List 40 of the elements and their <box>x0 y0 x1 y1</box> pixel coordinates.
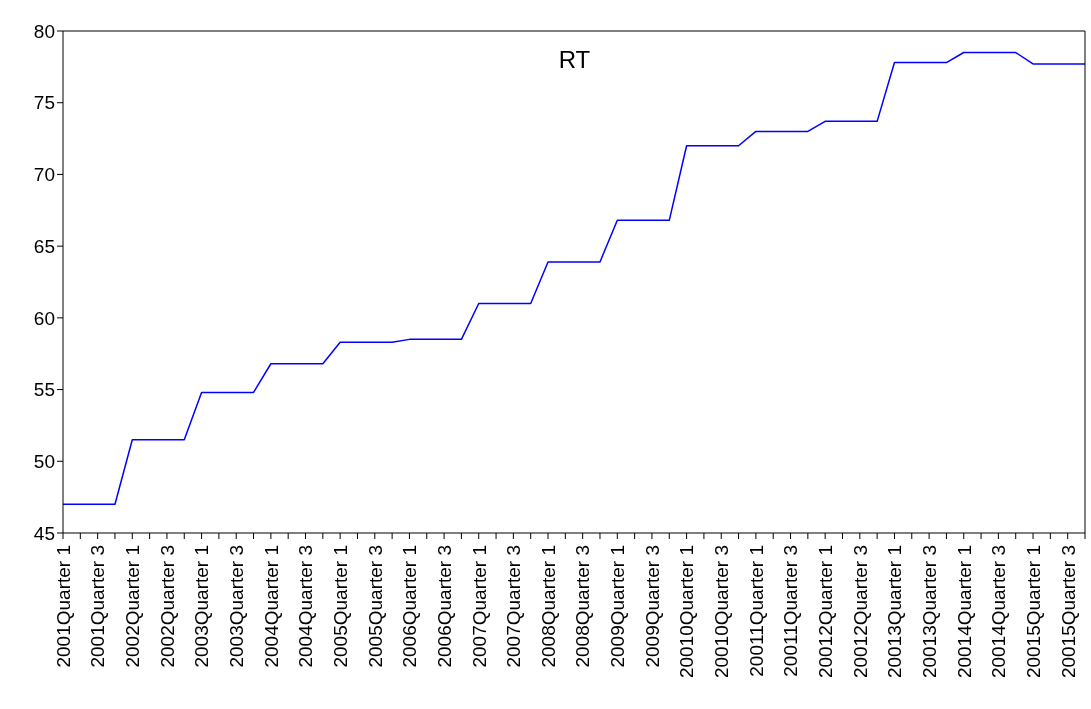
x-tick-label: 2001Quarter 1 <box>52 545 74 668</box>
x-tick-label: 2004Quarter 3 <box>295 545 317 668</box>
line-series <box>62 51 1086 506</box>
x-tick-label: 20012Quarter 3 <box>849 545 871 679</box>
x-tick-label: 2002Quarter 1 <box>122 545 144 668</box>
x-tick-label: 2006Quarter 1 <box>399 545 421 668</box>
y-tick-label: 75 <box>33 92 55 114</box>
text: RT <box>557 46 592 74</box>
x-tick-label: 20011Quarter 3 <box>780 545 802 677</box>
x-tick-label: 2002Quarter 3 <box>156 545 178 668</box>
y-tick-label: 45 <box>33 522 55 544</box>
y-tick-label: 60 <box>33 307 55 329</box>
x-tick-label: 20010Quarter 3 <box>711 545 733 679</box>
x-tick-label: 2004Quarter 1 <box>260 545 282 668</box>
x-tick-label: 2008Quarter 3 <box>572 545 594 668</box>
y-tick-label: 50 <box>33 451 55 473</box>
x-tick-label: 2005Quarter 1 <box>329 545 351 668</box>
x-tick-label: 20011Quarter 1 <box>745 545 767 677</box>
y-tick-label: 70 <box>33 164 55 186</box>
x-tick-label: 2003Quarter 3 <box>226 545 248 668</box>
x-tick-label: 20012Quarter 1 <box>815 545 837 679</box>
x-tick-label: 20014Quarter 3 <box>988 545 1010 679</box>
x-tick-label: 20013Quarter 3 <box>918 545 940 679</box>
y-tick-label: 55 <box>33 379 55 401</box>
x-tick-label: 20015Quarter 3 <box>1057 545 1079 679</box>
x-tick-label: 2005Quarter 3 <box>364 545 386 668</box>
x-tick-label: 20015Quarter 1 <box>1022 545 1044 679</box>
x-tick-label: 2009Quarter 1 <box>607 545 629 668</box>
x-tick-label: 20013Quarter 1 <box>884 545 906 679</box>
x-tick-label: 2008Quarter 1 <box>537 545 559 668</box>
x-tick-label: 20010Quarter 1 <box>676 545 698 679</box>
x-tick-label: 2006Quarter 3 <box>433 545 455 668</box>
x-tick-label: 2007Quarter 3 <box>503 545 525 668</box>
y-tick-label: 80 <box>33 20 55 42</box>
y-tick-label: 65 <box>33 235 55 257</box>
x-tick-label: 20014Quarter 1 <box>953 545 975 679</box>
x-tick-label: 2009Quarter 3 <box>641 545 663 668</box>
x-tick-label: 2007Quarter 1 <box>468 545 490 668</box>
x-tick-label: 2003Quarter 1 <box>191 545 213 668</box>
x-tick-label: 2001Quarter 3 <box>87 545 109 668</box>
